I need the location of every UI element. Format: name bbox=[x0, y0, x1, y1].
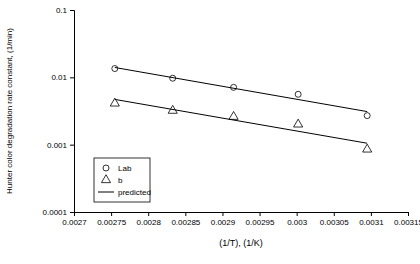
x-tick-mark bbox=[371, 212, 372, 216]
x-tick: 0.0029 bbox=[211, 212, 236, 227]
y-tick: 0.0001 bbox=[43, 208, 74, 217]
point bbox=[294, 119, 303, 127]
y-tick: 0.01 bbox=[51, 73, 74, 82]
legend-label: Lab bbox=[118, 164, 132, 173]
marks bbox=[110, 66, 371, 152]
x-tick-label: 0.00315 bbox=[394, 218, 420, 227]
x-axis-title: (1/T), (1/K) bbox=[219, 238, 263, 248]
y-tick: 0.1 bbox=[56, 6, 74, 15]
x-tick-label: 0.0028 bbox=[136, 218, 161, 227]
legend-symbol bbox=[98, 192, 114, 193]
x-tick: 0.003 bbox=[287, 212, 308, 227]
y-tick-mark bbox=[70, 77, 74, 78]
x-tick-label: 0.00295 bbox=[246, 218, 275, 227]
x-tick-mark bbox=[222, 212, 223, 216]
legend-label: b bbox=[118, 176, 123, 185]
x-axis-line bbox=[75, 213, 409, 217]
x-tick-mark bbox=[111, 212, 112, 216]
x-tick: 0.0031 bbox=[359, 212, 384, 227]
x-tick-mark bbox=[148, 212, 149, 216]
y-axis-line bbox=[70, 11, 75, 213]
x-axis: 0.0027 0.00275 0.0028 0.00285 0.0029 0.00295 0… bbox=[62, 212, 420, 227]
x-tick-mark bbox=[408, 212, 409, 216]
x-tick-mark bbox=[260, 212, 261, 216]
point bbox=[363, 144, 372, 152]
x-tick-mark bbox=[185, 212, 186, 216]
y-tick-label: 0.1 bbox=[56, 6, 68, 15]
x-tick-label: 0.0027 bbox=[62, 218, 87, 227]
x-tick-label: 0.0029 bbox=[211, 218, 236, 227]
line bbox=[115, 67, 367, 143]
y-axis-title: Hunter color degradation rate constant, … bbox=[5, 28, 14, 194]
point bbox=[364, 113, 370, 119]
point bbox=[110, 98, 119, 106]
y-tick-label: 0.01 bbox=[51, 73, 67, 82]
y-axis: 0.0001 0.001 0.01 0.1 bbox=[43, 6, 75, 217]
x-tick-label: 0.003 bbox=[287, 218, 308, 227]
x-tick-mark bbox=[334, 212, 335, 216]
point bbox=[112, 66, 118, 72]
x-tick-label: 0.0031 bbox=[359, 218, 384, 227]
point bbox=[295, 91, 301, 97]
x-tick-mark bbox=[297, 212, 298, 216]
legend-symbol bbox=[103, 165, 109, 171]
y-tick-mark bbox=[70, 10, 74, 11]
legend-symbol bbox=[101, 175, 110, 183]
x-tick: 0.00285 bbox=[171, 212, 200, 227]
y-tick-label: 0.0001 bbox=[43, 208, 68, 217]
x-tick: 0.00315 bbox=[394, 212, 420, 227]
y-tick-mark bbox=[70, 145, 74, 146]
plot: 0.0027 0.00275 0.0028 0.00285 0.0029 0.00295 0… bbox=[43, 6, 420, 227]
chart: 0.0027 0.00275 0.0028 0.00285 0.0029 0.00295 0… bbox=[0, 0, 420, 264]
y-tick-label: 0.001 bbox=[47, 141, 68, 150]
x-tick: 0.0028 bbox=[136, 212, 161, 227]
x-tick-label: 0.00285 bbox=[171, 218, 200, 227]
point bbox=[231, 84, 237, 90]
legend-label: predicted bbox=[118, 188, 151, 197]
x-tick-label: 0.00305 bbox=[320, 218, 349, 227]
x-tick: 0.00305 bbox=[320, 212, 349, 227]
x-tick: 0.00295 bbox=[246, 212, 275, 227]
y-tick-mark bbox=[70, 212, 74, 213]
x-tick-label: 0.00275 bbox=[97, 218, 126, 227]
x-tick: 0.00275 bbox=[97, 212, 126, 227]
point bbox=[229, 111, 238, 119]
y-tick: 0.001 bbox=[47, 141, 74, 150]
legend: Lab b predicted bbox=[94, 158, 151, 202]
legend-box bbox=[94, 158, 150, 202]
